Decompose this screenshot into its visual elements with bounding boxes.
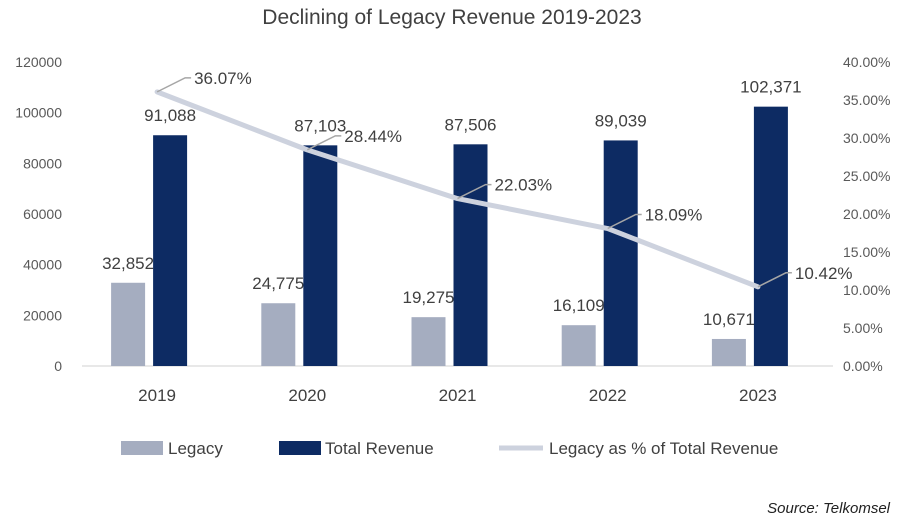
legacy-bar (411, 317, 446, 366)
total-revenue-data-label: 89,039 (595, 111, 647, 130)
legacy-pct-data-label: 28.44% (344, 127, 402, 146)
legacy-data-label: 32,852 (102, 254, 154, 273)
category-label: 2020 (288, 386, 326, 405)
line-series: 36.07% 28.44% 22.03% 18.09% 10.42% (154, 69, 853, 290)
total-revenue-data-label: 87,506 (445, 115, 497, 134)
leader-line (306, 135, 342, 151)
right-tick-label: 10.00% (843, 282, 890, 298)
legend-swatch-total-revenue (279, 441, 321, 455)
leader-line (757, 272, 792, 288)
left-tick-label: 60000 (23, 206, 62, 222)
left-tick-label: 120000 (15, 54, 62, 70)
total-revenue-bar (303, 145, 338, 366)
right-tick-label: 20.00% (843, 206, 890, 222)
bars: 32,852 24,775 19,275 16,109 10,671 91,088 87,1… (102, 78, 802, 367)
source-note: Source: Telkomsel (767, 500, 891, 517)
legend-label-legacy: Legacy (168, 439, 223, 458)
legend-swatch-legacy (121, 441, 163, 455)
legend: Legacy Total Revenue Legacy as % of Total … (121, 439, 778, 458)
legacy-bar (561, 325, 596, 366)
leader-line (607, 213, 642, 230)
left-tick-label: 100000 (15, 105, 62, 121)
legacy-bar (111, 282, 146, 366)
right-tick-label: 35.00% (843, 92, 890, 108)
right-tick-label: 30.00% (843, 130, 890, 146)
left-tick-label: 0 (54, 358, 62, 374)
legacy-data-label: 24,775 (252, 274, 304, 293)
right-tick-label: 0.00% (843, 358, 883, 374)
chart-title: Declining of Legacy Revenue 2019-2023 (262, 6, 641, 29)
category-label: 2022 (589, 386, 627, 405)
left-tick-label: 20000 (23, 307, 62, 323)
legacy-bar (261, 303, 296, 366)
category-labels: 2019 2020 2021 2022 2023 (138, 386, 777, 405)
leader-line (457, 183, 492, 200)
total-revenue-bar (753, 106, 788, 367)
legacy-data-label: 16,109 (553, 296, 605, 315)
category-label: 2019 (138, 386, 176, 405)
total-revenue-data-label: 91,088 (144, 106, 196, 125)
right-axis: 0.00% 5.00% 10.00% 15.00% 20.00% 25.00% 30.00%… (843, 54, 890, 374)
right-tick-label: 15.00% (843, 244, 890, 260)
legend-label-legacy-pct: Legacy as % of Total Revenue (549, 439, 778, 458)
legacy-pct-data-label: 36.07% (194, 69, 252, 88)
total-revenue-bar (153, 135, 188, 366)
right-tick-label: 5.00% (843, 320, 883, 336)
total-revenue-bar (453, 144, 488, 366)
legend-label-total-revenue: Total Revenue (325, 439, 434, 458)
legacy-pct-data-label: 22.03% (495, 176, 553, 195)
category-label: 2021 (439, 386, 477, 405)
right-tick-label: 40.00% (843, 54, 890, 70)
left-tick-label: 80000 (23, 155, 62, 171)
legacy-data-label: 19,275 (403, 288, 455, 307)
total-revenue-bar (603, 140, 638, 366)
legacy-pct-data-label: 18.09% (645, 206, 703, 225)
left-tick-label: 40000 (23, 257, 62, 273)
total-revenue-data-label: 102,371 (740, 78, 801, 97)
legacy-pct-data-label: 10.42% (795, 264, 853, 283)
left-axis: 0 20000 40000 60000 80000 100000 120000 (15, 54, 62, 374)
legacy-data-label: 10,671 (703, 310, 755, 329)
legacy-bar (711, 338, 746, 366)
category-label: 2023 (739, 386, 777, 405)
right-tick-label: 25.00% (843, 168, 890, 184)
total-revenue-data-label: 87,103 (294, 116, 346, 135)
leader-line (156, 77, 192, 93)
